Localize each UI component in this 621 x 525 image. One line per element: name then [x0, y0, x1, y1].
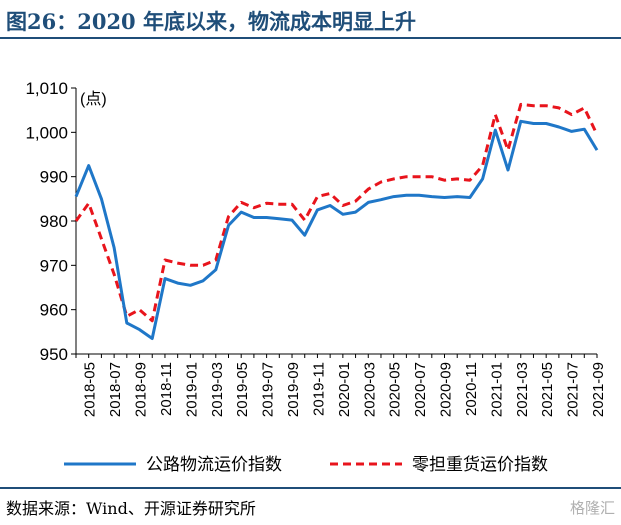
x-tick-label: 2019-07	[260, 362, 277, 417]
footer-rule	[0, 487, 621, 489]
legend-road-freight-label: 公路物流运价指数	[146, 455, 282, 474]
x-tick-label: 2019-01	[183, 362, 200, 417]
x-tick-label: 2019-05	[234, 362, 251, 417]
series-line-road-freight	[74, 119, 599, 340]
y-tick-label: 990	[40, 168, 68, 187]
x-tick-label: 2018-11	[158, 362, 175, 416]
y-tick-label: 970	[40, 256, 68, 275]
x-tick-label: 2021-09	[590, 362, 607, 417]
chart-title: 图26：2020 年底以来，物流成本明显上升	[6, 9, 416, 34]
x-tick-label: 2019-11	[310, 362, 327, 416]
x-tick-label: 2018-05	[82, 362, 99, 417]
y-tick-label: 980	[40, 212, 68, 231]
watermark: 格隆汇	[569, 499, 615, 517]
x-tick-label: 2020-07	[412, 362, 429, 417]
x-tick-label: 2020-03	[361, 362, 378, 417]
title-rule	[0, 37, 621, 39]
legend-ltl-freight-label: 零担重货运价指数	[412, 455, 548, 474]
series-line-ltl-freight	[74, 102, 599, 323]
y-tick-label: 950	[40, 345, 68, 364]
x-tick-label: 2021-07	[565, 362, 582, 417]
y-tick-label: 960	[40, 301, 68, 320]
line-chart: 950 960 970 980 990 1,000 1,010 (点) 2018-05 2018-…	[25, 79, 607, 474]
y-axis-label: (点)	[80, 90, 107, 108]
y-tick-label: 1,010	[25, 79, 68, 98]
y-tick-label: 1,000	[25, 123, 68, 142]
x-tick-label: 2021-05	[539, 362, 556, 417]
x-tick-label: 2020-09	[438, 362, 455, 417]
x-tick-label: 2021-03	[514, 362, 531, 417]
title-bar: 图26：2020 年底以来，物流成本明显上升	[0, 0, 621, 40]
x-tick-label: 2020-05	[387, 362, 404, 417]
x-tick-label: 2020-11	[463, 362, 480, 416]
x-tick-label: 2018-09	[133, 362, 150, 417]
x-tick-label: 2019-09	[285, 362, 302, 417]
x-tick-label: 2020-01	[336, 362, 353, 417]
source-note: 数据来源：Wind、开源证券研究所	[6, 499, 256, 518]
x-tick-label: 2019-03	[209, 362, 226, 417]
x-tick-label: 2018-07	[107, 362, 124, 417]
x-tick-label: 2021-01	[488, 362, 505, 417]
